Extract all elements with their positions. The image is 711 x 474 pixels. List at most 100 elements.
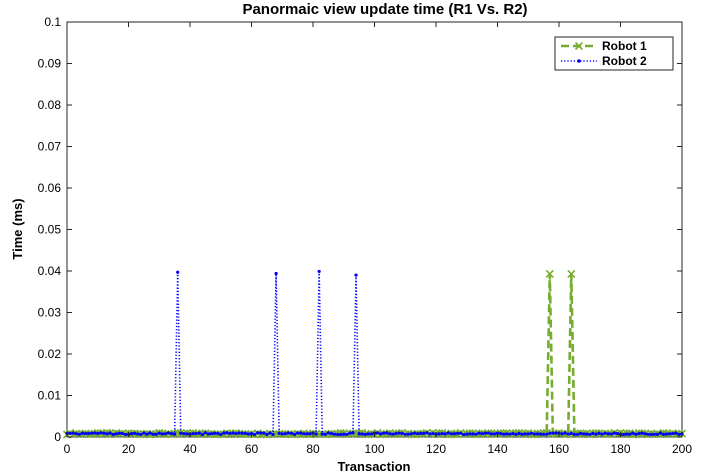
series-marker (176, 270, 180, 274)
series-marker (271, 432, 275, 436)
series-marker (569, 431, 573, 436)
series-marker (459, 431, 463, 435)
series-marker (502, 432, 506, 436)
series-marker (474, 432, 478, 436)
series-marker (234, 431, 238, 436)
series-marker (431, 431, 435, 436)
y-tick-label: 0.03 (38, 306, 62, 320)
series-marker (668, 432, 672, 436)
series-marker (323, 432, 327, 436)
y-tick-label: 0.05 (38, 223, 62, 237)
series-marker (169, 431, 174, 436)
x-tick-label: 140 (487, 442, 507, 456)
series-marker (179, 431, 183, 435)
series-marker (354, 273, 358, 277)
series-marker (425, 431, 429, 435)
series-marker (406, 432, 410, 436)
series-layer (62, 269, 687, 439)
series-marker (661, 432, 666, 436)
series-marker (446, 431, 450, 435)
series-marker (277, 431, 281, 435)
series-marker (71, 431, 75, 435)
series-marker (96, 431, 100, 436)
series-marker (634, 432, 638, 436)
series-marker (505, 432, 509, 436)
series-marker (228, 431, 232, 436)
series-marker (560, 432, 564, 436)
series-marker (551, 431, 555, 435)
series-marker (437, 432, 441, 436)
series-marker (582, 432, 586, 436)
y-tick-label: 0.1 (44, 15, 61, 29)
series-marker (182, 432, 186, 436)
tick-layer: 0 20 40 60 80 100 120 140 160 180 200 0 0.01 0.02 0.03… (38, 15, 693, 456)
y-tick-label: 0.08 (38, 98, 62, 112)
series-marker (326, 431, 330, 435)
series-marker (219, 432, 223, 437)
series-marker (262, 431, 266, 435)
series-marker (603, 431, 607, 435)
series-marker (151, 432, 155, 436)
series-marker (538, 432, 543, 436)
series-marker (606, 432, 610, 436)
series-marker (615, 431, 620, 436)
legend-label: Robot 1 (602, 39, 647, 53)
series-marker (566, 432, 570, 436)
series-marker (385, 431, 389, 435)
series-marker (77, 432, 81, 436)
series-marker (585, 432, 589, 436)
series-marker (332, 432, 337, 436)
series-marker (105, 432, 109, 436)
series-marker (452, 432, 457, 436)
series-marker (360, 432, 364, 436)
series-marker (532, 432, 537, 436)
x-tick-label: 160 (549, 442, 569, 456)
series-marker (108, 431, 112, 435)
series-marker (286, 431, 290, 435)
series-marker (133, 431, 137, 435)
x-tick-label: 80 (306, 442, 320, 456)
x-axis-label: Transaction (338, 459, 411, 474)
series-marker (468, 432, 472, 436)
x-tick-label: 100 (364, 442, 384, 456)
series-marker (535, 432, 540, 436)
series-marker (154, 432, 158, 436)
series-marker (157, 431, 161, 435)
y-tick-label: 0.02 (38, 347, 62, 361)
series-marker (136, 432, 140, 436)
series-marker (302, 432, 306, 436)
y-tick-label: 0.04 (38, 264, 62, 278)
series-marker (397, 431, 401, 435)
series-marker (296, 431, 300, 435)
series-marker (591, 431, 595, 436)
series-marker (415, 432, 420, 436)
series-marker (274, 271, 278, 276)
series-marker (148, 431, 152, 435)
series-marker (523, 432, 527, 436)
series-marker (203, 431, 207, 435)
series-marker (320, 432, 324, 436)
series-marker (511, 432, 515, 436)
series-marker (674, 431, 678, 435)
series-marker (216, 431, 220, 436)
series-marker (246, 432, 251, 436)
series-marker (268, 431, 272, 435)
series-marker (265, 432, 269, 436)
series-marker (382, 431, 386, 435)
series-marker (86, 431, 91, 436)
series-marker (93, 431, 97, 435)
series-marker (400, 431, 404, 436)
series-marker (197, 431, 201, 435)
x-tick-label: 60 (245, 442, 259, 456)
series-marker (486, 431, 490, 435)
series-marker (600, 432, 604, 436)
series-marker (594, 432, 598, 436)
series-marker (637, 431, 641, 436)
series-marker (314, 432, 318, 436)
series-marker (231, 431, 235, 435)
x-tick-label: 200 (672, 442, 692, 456)
series-marker (646, 432, 650, 436)
series-marker (492, 432, 497, 436)
